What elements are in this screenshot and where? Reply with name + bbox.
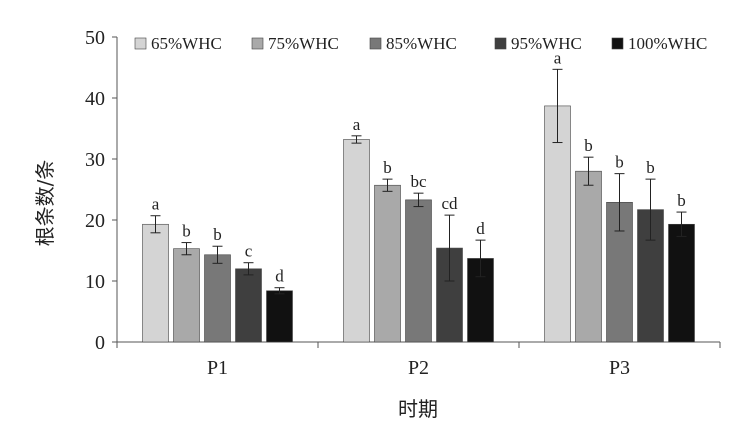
- legend-label: 65%WHC: [151, 34, 222, 53]
- significance-label: c: [245, 242, 253, 261]
- y-tick-label: 0: [95, 332, 105, 354]
- significance-label: a: [353, 115, 361, 134]
- legend-label: 85%WHC: [386, 34, 457, 53]
- x-tick-label: P3: [609, 357, 630, 379]
- y-tick-label: 50: [85, 27, 105, 49]
- x-tick-label: P1: [207, 357, 228, 379]
- bar: [668, 223, 695, 343]
- bar: [235, 268, 262, 343]
- bar: [575, 170, 602, 343]
- bar: [142, 223, 169, 343]
- significance-label: b: [182, 222, 191, 241]
- bar: [544, 105, 571, 343]
- x-tick-label: P2: [408, 357, 429, 379]
- bar: [204, 254, 231, 343]
- bar: [374, 184, 401, 343]
- significance-label: b: [213, 225, 222, 244]
- bar: [173, 248, 200, 343]
- legend-label: 75%WHC: [268, 34, 339, 53]
- bar: [343, 139, 370, 343]
- y-tick-label: 20: [85, 210, 105, 232]
- x-axis: P1 P2 P3: [116, 341, 721, 379]
- significance-label: b: [615, 153, 624, 172]
- legend-swatch: [134, 37, 147, 50]
- y-axis-title: 根条数/条: [33, 160, 57, 247]
- significance-label: bc: [410, 172, 427, 191]
- legend-swatch: [369, 37, 382, 50]
- significance-label: cd: [441, 194, 458, 213]
- legend-label: 95%WHC: [511, 34, 582, 53]
- legend: 65%WHC 75%WHC 85%WHC 95%WHC 100%WHC: [134, 34, 707, 53]
- legend-swatch: [494, 37, 507, 50]
- significance-label: d: [275, 267, 284, 286]
- y-axis: 0 10 20 30 40 50: [85, 27, 118, 354]
- significance-label: b: [383, 158, 392, 177]
- legend-swatch: [251, 37, 264, 50]
- bar: [266, 290, 293, 343]
- significance-label: b: [677, 191, 686, 210]
- x-axis-title: 时期: [398, 397, 438, 421]
- significance-label: a: [152, 195, 160, 214]
- y-tick-label: 30: [85, 149, 105, 171]
- significance-label: b: [646, 158, 655, 177]
- y-tick-label: 10: [85, 271, 105, 293]
- significance-label: b: [584, 136, 593, 155]
- y-tick-label: 40: [85, 88, 105, 110]
- significance-label: d: [476, 219, 485, 238]
- bar: [405, 199, 432, 343]
- legend-swatch: [611, 37, 624, 50]
- significance-label: a: [554, 48, 562, 67]
- legend-label: 100%WHC: [628, 34, 707, 53]
